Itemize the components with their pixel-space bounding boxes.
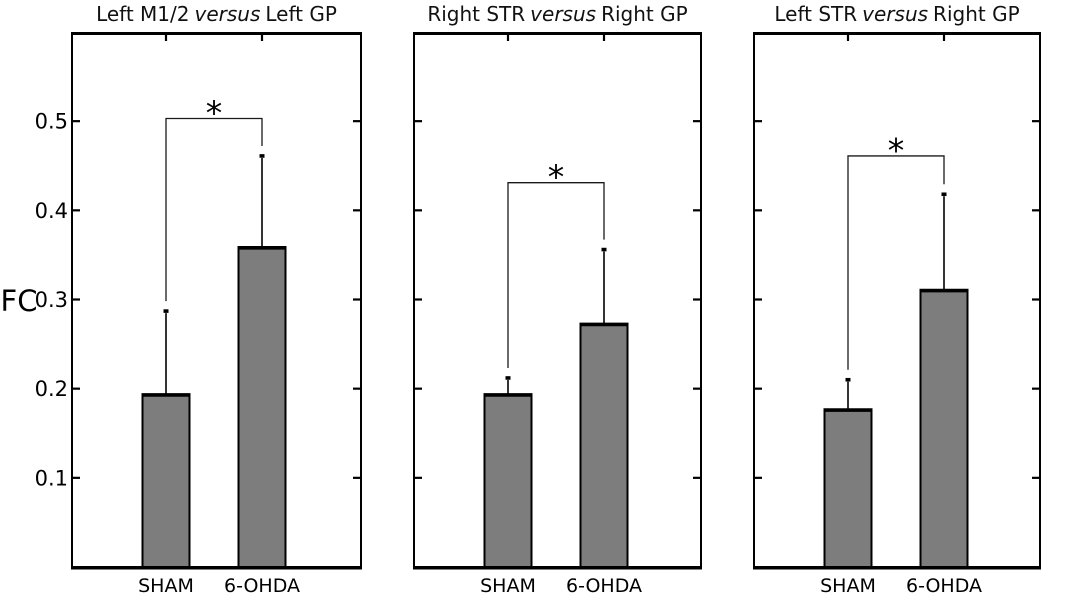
panel-3-title: Left STR versus Right GP <box>753 2 1041 27</box>
panel-1-bar-sham <box>141 393 191 568</box>
panel-1-title-italic: versus <box>194 2 261 26</box>
panel-3-title-post: Right GP <box>933 2 1020 26</box>
panel-3-bar-sham <box>823 409 873 569</box>
panel-1-title-post: Left GP <box>265 2 337 26</box>
panel-2-sig-bracket <box>507 182 605 368</box>
y-tick-label: 0.5 <box>35 110 68 134</box>
panel-1-sig-bracket <box>165 117 263 302</box>
y-tick-label: 0.1 <box>35 466 68 490</box>
panel-1-sig-asterisk: * <box>206 93 223 132</box>
panel-2-category-label-1: SHAM <box>480 575 536 597</box>
panel-3-bar-6-ohda <box>919 289 969 568</box>
panel-2-bar-6-ohda <box>579 323 629 569</box>
panel-2-sig-asterisk: * <box>548 158 565 197</box>
panel-3-title-italic: versus <box>862 2 929 26</box>
panel-3-sig-bracket <box>847 155 945 370</box>
panel-1-title: Left M1/2 versus Left GP <box>71 2 362 27</box>
panel-3-frame <box>753 32 1041 568</box>
panel-1-title-pre: Left M1/2 <box>96 2 190 26</box>
panel-2-category-label-2: 6-OHDA <box>566 575 642 597</box>
panel-1-bar-6-ohda <box>237 246 287 569</box>
panel-2-bar-sham <box>483 393 533 568</box>
panel-3-category-label-1: SHAM <box>820 575 876 597</box>
panel-2-title-post: Right GP <box>601 2 688 26</box>
panel-3-sig-asterisk: * <box>888 131 905 170</box>
y-tick-label: 0.4 <box>35 199 68 223</box>
panel-2-title-italic: versus <box>530 2 597 26</box>
y-tick-label: 0.2 <box>35 377 68 401</box>
panel-3-category-label-2: 6-OHDA <box>906 575 982 597</box>
panel-1-category-label-2: 6-OHDA <box>224 575 300 597</box>
y-tick-label: 0.3 <box>35 288 68 312</box>
panel-2-title-pre: Right STR <box>427 2 526 26</box>
y-axis-label: FC <box>0 284 38 318</box>
panel-1-category-label-1: SHAM <box>138 575 194 597</box>
panel-2-frame <box>413 32 702 568</box>
panel-3-title-pre: Left STR <box>774 2 858 26</box>
panel-2-title: Right STR versus Right GP <box>413 2 702 27</box>
